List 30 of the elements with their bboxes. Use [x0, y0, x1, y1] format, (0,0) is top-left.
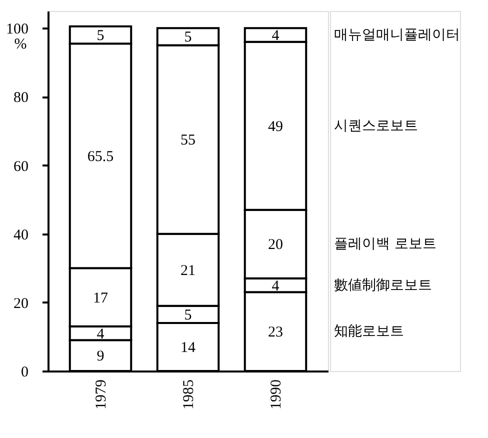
- data-label: 4: [96, 326, 105, 342]
- x-tick-label: 1979: [94, 380, 110, 410]
- data-label: 17: [93, 290, 108, 306]
- series-label: 知能로보트: [334, 324, 404, 340]
- series-label: 시퀀스로보트: [334, 118, 418, 134]
- series-label: 數値制御로보트: [334, 277, 432, 294]
- data-label: 55: [180, 132, 196, 149]
- data-label: 49: [268, 118, 283, 135]
- y-axis-title: %: [14, 36, 27, 52]
- data-label: 23: [268, 324, 283, 341]
- x-tick-label: 1985: [181, 380, 197, 410]
- data-label: 21: [180, 262, 196, 279]
- data-label: 4: [272, 278, 280, 294]
- series-label: 매뉴얼매니퓰레이터: [334, 27, 460, 43]
- data-label: 4: [272, 28, 280, 44]
- y-tick-label: 0: [21, 364, 28, 380]
- data-label: 65.5: [87, 148, 114, 165]
- series-label: 플레이백 로보트: [334, 236, 436, 252]
- y-tick-label: 60: [14, 158, 28, 175]
- data-label: 14: [180, 340, 196, 356]
- y-tick-label: 40: [14, 227, 28, 244]
- y-tick-label: 100: [6, 22, 28, 38]
- y-tick-label: 80: [14, 90, 28, 106]
- data-label: 5: [184, 30, 192, 46]
- y-tick-label: 20: [14, 296, 28, 312]
- x-tick-label: 1990: [268, 380, 284, 410]
- data-label: 5: [96, 28, 104, 44]
- data-label: 20: [268, 237, 283, 254]
- data-label: 9: [96, 348, 104, 365]
- data-label: 5: [184, 307, 192, 324]
